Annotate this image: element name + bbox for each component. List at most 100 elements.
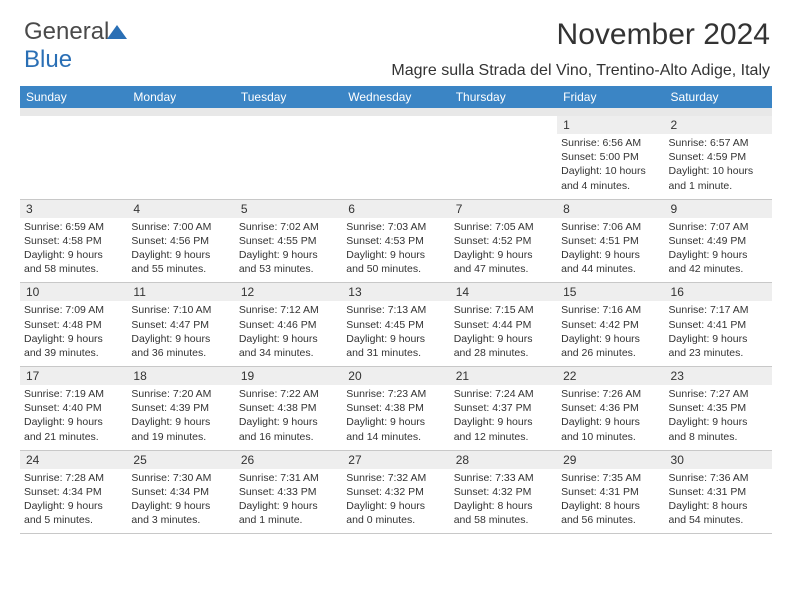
day-info: Sunrise: 7:24 AMSunset: 4:37 PMDaylight:…	[450, 385, 557, 450]
day-info: Sunrise: 7:16 AMSunset: 4:42 PMDaylight:…	[557, 301, 664, 366]
calendar-day-cell	[127, 116, 234, 199]
daylight-text-1: Daylight: 9 hours	[24, 248, 123, 262]
daylight-text-1: Daylight: 9 hours	[346, 332, 445, 346]
day-number: 22	[557, 367, 664, 385]
daylight-text-2: and 14 minutes.	[346, 430, 445, 444]
day-number: 30	[665, 451, 772, 469]
sunrise-text: Sunrise: 7:20 AM	[131, 387, 230, 401]
sunset-text: Sunset: 4:56 PM	[131, 234, 230, 248]
day-info: Sunrise: 6:56 AMSunset: 5:00 PMDaylight:…	[557, 134, 664, 199]
day-number: 3	[20, 200, 127, 218]
calendar-day-cell: 6Sunrise: 7:03 AMSunset: 4:53 PMDaylight…	[342, 199, 449, 283]
header-spacer-cell	[20, 108, 772, 116]
sunrise-text: Sunrise: 7:32 AM	[346, 471, 445, 485]
daylight-text-1: Daylight: 9 hours	[669, 248, 768, 262]
sunset-text: Sunset: 4:36 PM	[561, 401, 660, 415]
daylight-text-2: and 58 minutes.	[24, 262, 123, 276]
sunset-text: Sunset: 4:52 PM	[454, 234, 553, 248]
daylight-text-1: Daylight: 9 hours	[669, 332, 768, 346]
day-info: Sunrise: 7:02 AMSunset: 4:55 PMDaylight:…	[235, 218, 342, 283]
daylight-text-2: and 36 minutes.	[131, 346, 230, 360]
weekday-header: Saturday	[665, 86, 772, 108]
day-number: 8	[557, 200, 664, 218]
day-number: 27	[342, 451, 449, 469]
daylight-text-2: and 19 minutes.	[131, 430, 230, 444]
daylight-text-2: and 28 minutes.	[454, 346, 553, 360]
daylight-text-2: and 1 minute.	[239, 513, 338, 527]
day-number: 11	[127, 283, 234, 301]
daylight-text-2: and 4 minutes.	[561, 179, 660, 193]
sunrise-text: Sunrise: 7:26 AM	[561, 387, 660, 401]
logo: General Blue	[24, 18, 127, 74]
day-number: 20	[342, 367, 449, 385]
day-info: Sunrise: 7:36 AMSunset: 4:31 PMDaylight:…	[665, 469, 772, 534]
weekday-header-row: Sunday Monday Tuesday Wednesday Thursday…	[20, 86, 772, 108]
sunrise-text: Sunrise: 7:23 AM	[346, 387, 445, 401]
daylight-text-1: Daylight: 9 hours	[239, 499, 338, 513]
day-number: 23	[665, 367, 772, 385]
daylight-text-1: Daylight: 9 hours	[131, 415, 230, 429]
sunrise-text: Sunrise: 7:15 AM	[454, 303, 553, 317]
day-info: Sunrise: 7:28 AMSunset: 4:34 PMDaylight:…	[20, 469, 127, 534]
day-number: 1	[557, 116, 664, 134]
calendar-day-cell: 3Sunrise: 6:59 AMSunset: 4:58 PMDaylight…	[20, 199, 127, 283]
sunrise-text: Sunrise: 7:35 AM	[561, 471, 660, 485]
day-number: 10	[20, 283, 127, 301]
daylight-text-1: Daylight: 9 hours	[454, 248, 553, 262]
daylight-text-1: Daylight: 9 hours	[346, 499, 445, 513]
daylight-text-2: and 42 minutes.	[669, 262, 768, 276]
sunset-text: Sunset: 4:48 PM	[24, 318, 123, 332]
sunset-text: Sunset: 4:35 PM	[669, 401, 768, 415]
day-number: 6	[342, 200, 449, 218]
daylight-text-2: and 56 minutes.	[561, 513, 660, 527]
sunset-text: Sunset: 4:53 PM	[346, 234, 445, 248]
daylight-text-1: Daylight: 9 hours	[346, 248, 445, 262]
sunrise-text: Sunrise: 7:28 AM	[24, 471, 123, 485]
sunset-text: Sunset: 4:59 PM	[669, 150, 768, 164]
calendar-day-cell	[450, 116, 557, 199]
day-number: 24	[20, 451, 127, 469]
calendar-day-cell: 9Sunrise: 7:07 AMSunset: 4:49 PMDaylight…	[665, 199, 772, 283]
calendar-day-cell: 2Sunrise: 6:57 AMSunset: 4:59 PMDaylight…	[665, 116, 772, 199]
sunset-text: Sunset: 4:58 PM	[24, 234, 123, 248]
sunrise-text: Sunrise: 7:31 AM	[239, 471, 338, 485]
day-info: Sunrise: 7:15 AMSunset: 4:44 PMDaylight:…	[450, 301, 557, 366]
daylight-text-1: Daylight: 9 hours	[24, 415, 123, 429]
day-info: Sunrise: 7:20 AMSunset: 4:39 PMDaylight:…	[127, 385, 234, 450]
daylight-text-1: Daylight: 9 hours	[131, 248, 230, 262]
day-info: Sunrise: 7:35 AMSunset: 4:31 PMDaylight:…	[557, 469, 664, 534]
daylight-text-2: and 44 minutes.	[561, 262, 660, 276]
sunrise-text: Sunrise: 7:27 AM	[669, 387, 768, 401]
day-info: Sunrise: 7:19 AMSunset: 4:40 PMDaylight:…	[20, 385, 127, 450]
sunrise-text: Sunrise: 7:17 AM	[669, 303, 768, 317]
day-info: Sunrise: 7:12 AMSunset: 4:46 PMDaylight:…	[235, 301, 342, 366]
daylight-text-2: and 5 minutes.	[24, 513, 123, 527]
day-info: Sunrise: 7:07 AMSunset: 4:49 PMDaylight:…	[665, 218, 772, 283]
sunset-text: Sunset: 4:44 PM	[454, 318, 553, 332]
logo-triangle-icon	[107, 25, 127, 39]
calendar-day-cell	[342, 116, 449, 199]
calendar-day-cell: 15Sunrise: 7:16 AMSunset: 4:42 PMDayligh…	[557, 283, 664, 367]
weekday-header: Wednesday	[342, 86, 449, 108]
daylight-text-2: and 47 minutes.	[454, 262, 553, 276]
daylight-text-2: and 50 minutes.	[346, 262, 445, 276]
daylight-text-2: and 26 minutes.	[561, 346, 660, 360]
daylight-text-1: Daylight: 9 hours	[24, 332, 123, 346]
daylight-text-1: Daylight: 9 hours	[561, 248, 660, 262]
daylight-text-2: and 3 minutes.	[131, 513, 230, 527]
day-number: 4	[127, 200, 234, 218]
calendar-day-cell	[20, 116, 127, 199]
day-number: 19	[235, 367, 342, 385]
calendar-day-cell: 30Sunrise: 7:36 AMSunset: 4:31 PMDayligh…	[665, 450, 772, 534]
sunrise-text: Sunrise: 7:13 AM	[346, 303, 445, 317]
calendar-day-cell: 25Sunrise: 7:30 AMSunset: 4:34 PMDayligh…	[127, 450, 234, 534]
daylight-text-2: and 23 minutes.	[669, 346, 768, 360]
day-number: 5	[235, 200, 342, 218]
sunrise-text: Sunrise: 7:22 AM	[239, 387, 338, 401]
sunrise-text: Sunrise: 7:24 AM	[454, 387, 553, 401]
day-info: Sunrise: 7:27 AMSunset: 4:35 PMDaylight:…	[665, 385, 772, 450]
header-spacer-row	[20, 108, 772, 116]
location-label: Magre sulla Strada del Vino, Trentino-Al…	[391, 62, 770, 80]
day-number: 17	[20, 367, 127, 385]
sunset-text: Sunset: 4:45 PM	[346, 318, 445, 332]
